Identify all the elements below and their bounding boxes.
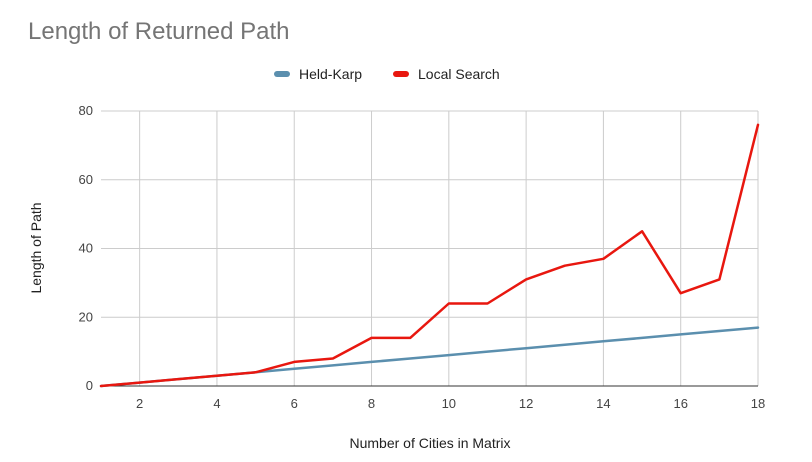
gridlines xyxy=(101,110,759,387)
legend: Held-Karp Local Search xyxy=(0,66,812,86)
y-tick-label: 40 xyxy=(79,241,93,256)
legend-item-held-karp: Held-Karp xyxy=(274,66,362,82)
legend-swatch-local-search xyxy=(393,71,409,77)
y-axis-title: Length of Path xyxy=(28,202,44,293)
legend-label-held-karp: Held-Karp xyxy=(299,66,363,82)
y-tick-label: 20 xyxy=(79,309,93,324)
x-tick-label: 14 xyxy=(596,396,610,411)
x-tick-label: 12 xyxy=(519,396,533,411)
x-tick-label: 4 xyxy=(213,396,220,411)
tick-labels: 0 20 40 60 80 2 4 6 8 10 12 14 16 18 xyxy=(79,103,766,411)
x-tick-label: 8 xyxy=(368,396,375,411)
x-tick-label: 6 xyxy=(291,396,298,411)
y-tick-label: 80 xyxy=(79,103,93,118)
x-axis-title: Number of Cities in Matrix xyxy=(349,435,510,451)
y-tick-label: 60 xyxy=(79,172,93,187)
x-tick-label: 16 xyxy=(673,396,687,411)
x-tick-label: 18 xyxy=(751,396,765,411)
chart-title: Length of Returned Path xyxy=(28,18,290,45)
x-tick-label: 2 xyxy=(136,396,143,411)
series-lines xyxy=(99,123,760,388)
legend-swatch-held-karp xyxy=(274,71,290,77)
y-tick-label: 0 xyxy=(86,378,93,393)
series-line-local-search xyxy=(99,123,760,388)
x-tick-label: 10 xyxy=(442,396,456,411)
legend-item-local-search: Local Search xyxy=(393,66,500,82)
legend-label-local-search: Local Search xyxy=(418,66,500,82)
